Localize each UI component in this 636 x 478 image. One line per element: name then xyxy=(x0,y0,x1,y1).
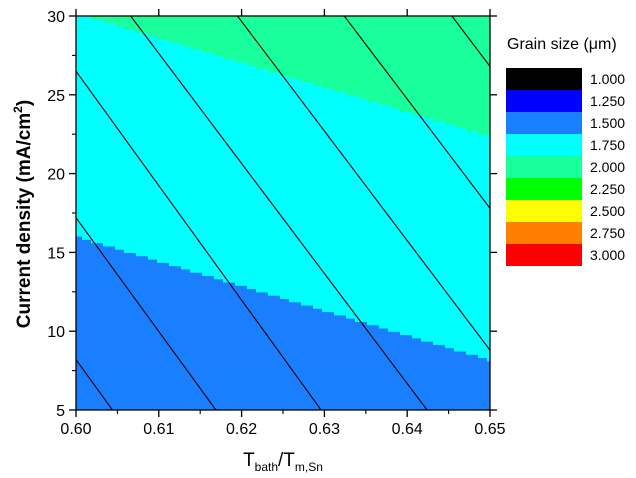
plot-area xyxy=(76,16,491,411)
contour-fill-layer xyxy=(76,16,491,411)
